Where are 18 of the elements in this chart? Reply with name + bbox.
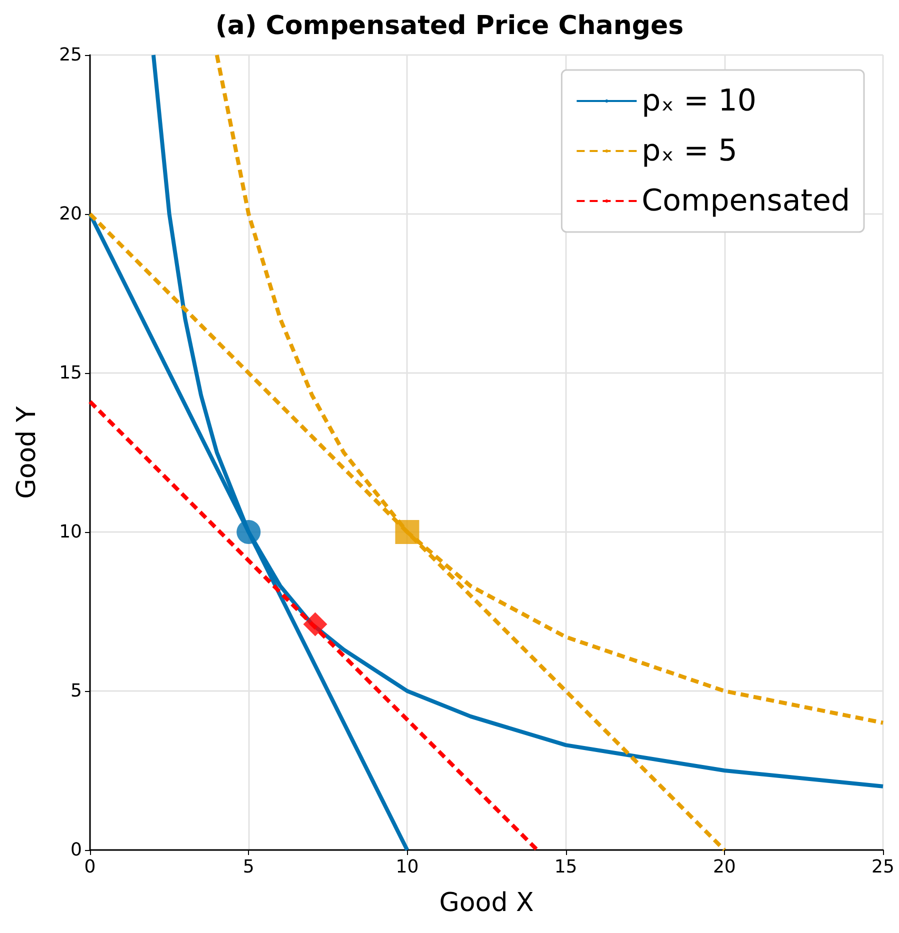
y-tick-label: 20 bbox=[59, 204, 82, 224]
legend-label: Compensated bbox=[642, 184, 850, 218]
y-tick-label: 10 bbox=[59, 522, 82, 542]
x-tick-label: 15 bbox=[554, 856, 578, 878]
y-axis-title: Good Y bbox=[12, 406, 42, 499]
x-tick-label: 20 bbox=[712, 856, 736, 878]
legend-label: pₓ = 10 bbox=[642, 84, 756, 118]
x-tick-label: 5 bbox=[242, 856, 254, 878]
y-tick-label: 5 bbox=[70, 680, 82, 702]
x-tick-label: 25 bbox=[872, 856, 894, 878]
x-tick-label: 0 bbox=[84, 856, 96, 878]
y-tick-label: 15 bbox=[59, 362, 82, 384]
legend-label: pₓ = 5 bbox=[642, 134, 738, 168]
y-tick-label: 25 bbox=[59, 44, 82, 66]
x-axis-title: Good X bbox=[439, 888, 534, 918]
y-tick-label: 0 bbox=[70, 840, 82, 860]
chart-title: (a) Compensated Price Changes bbox=[215, 11, 684, 41]
x-tick-label: 10 bbox=[396, 856, 419, 878]
